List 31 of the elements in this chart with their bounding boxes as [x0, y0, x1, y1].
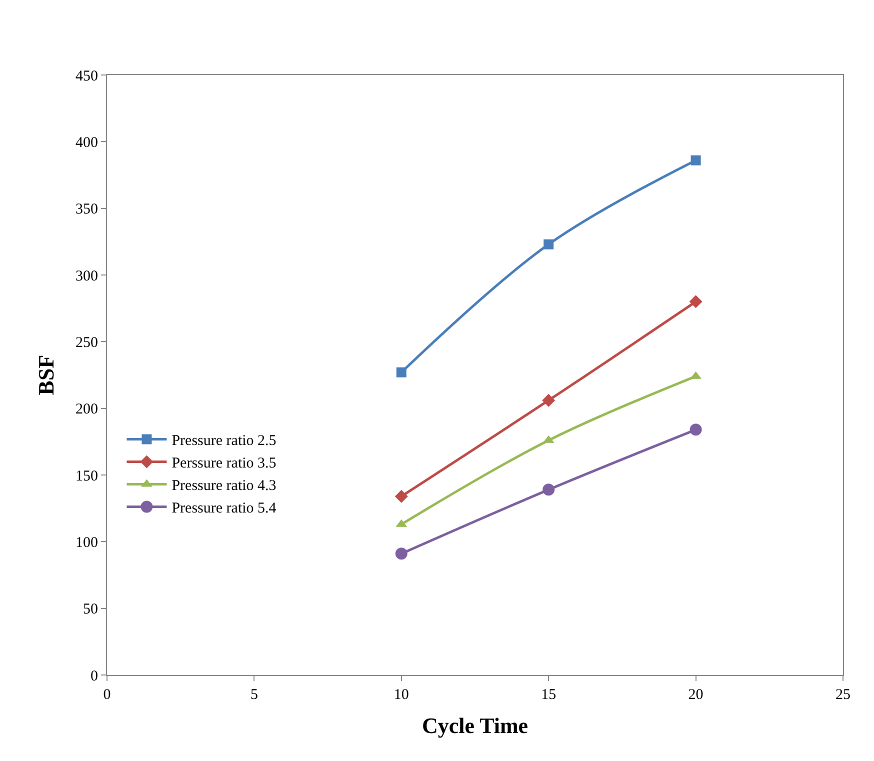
legend-label: Perssure ratio 3.5: [172, 456, 276, 472]
point: [396, 367, 406, 378]
y-tick-label: 450: [76, 68, 98, 84]
y-axis-title: BSF: [33, 354, 58, 396]
point: [690, 424, 702, 436]
point: [690, 155, 701, 166]
y-tick-label: 300: [76, 268, 98, 284]
x-tick-label: 25: [836, 687, 850, 703]
y-tick-label: 350: [76, 202, 98, 218]
x-tick-label: 10: [394, 687, 409, 703]
point: [544, 239, 554, 250]
x-tick-label: 15: [541, 687, 556, 703]
x-tick-label: 0: [103, 687, 111, 703]
x-axis-title: Cycle Time: [422, 712, 528, 738]
point: [689, 295, 702, 308]
y-tick-label: 200: [76, 402, 98, 418]
x-tick-label: 5: [250, 687, 258, 703]
point: [542, 484, 555, 496]
y-tick-label: 50: [83, 602, 98, 618]
legend-label: Pressure ratio 2.5: [172, 433, 276, 450]
point: [394, 490, 408, 503]
y-tick-label: 100: [76, 534, 98, 551]
y-tick-label: 150: [76, 468, 98, 484]
legend-label: Pressure ratio 5.4: [172, 500, 277, 517]
y-tick-label: 250: [76, 334, 98, 351]
point: [395, 548, 408, 560]
point: [542, 394, 556, 407]
y-tick-label: 400: [76, 134, 98, 151]
y-tick-label: 0: [90, 668, 98, 684]
legend-label: Pressure ratio 4.3: [172, 478, 276, 494]
x-tick-label: 20: [688, 687, 704, 703]
